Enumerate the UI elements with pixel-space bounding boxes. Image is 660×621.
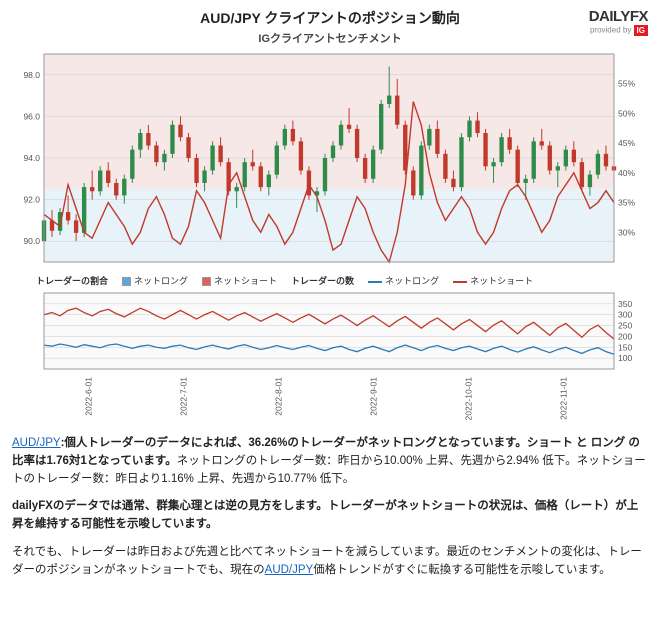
analysis-text: AUD/JPY:個人トレーダーのデータによれば、36.26%のトレーダーがネット… — [12, 435, 648, 580]
svg-text:30%: 30% — [618, 227, 635, 237]
svg-text:98.0: 98.0 — [23, 70, 40, 80]
svg-text:92.0: 92.0 — [23, 195, 40, 205]
main-chart: 90.0 92.0 94.0 96.0 98.0 30% 35% 40% 45% 50% 55% — [12, 50, 648, 270]
pair-link-2[interactable]: AUD/JPY — [265, 564, 314, 576]
logo-sub: provided by IG — [558, 25, 648, 36]
legend-short-line: ネットショート — [453, 274, 533, 287]
paragraph-2: dailyFXのデータでは通常、群集心理とは逆の見方をします。トレーダーがネット… — [12, 498, 648, 534]
trader-count-svg: 100150200250300350 2022-6-01 2022-7-01 2022… — [12, 291, 648, 421]
svg-text:45%: 45% — [618, 138, 635, 148]
svg-text:250: 250 — [618, 321, 632, 331]
paragraph-3: それでも、トレーダーは昨日および先週と比べてネットショートを減らしています。最近… — [12, 544, 648, 580]
svg-text:2022-8-01: 2022-8-01 — [274, 377, 284, 416]
chart-title: AUD/JPY クライアントのポジション動向 — [102, 8, 558, 28]
svg-text:150: 150 — [618, 342, 632, 352]
legend-long-line: ネットロング — [368, 274, 439, 287]
svg-text:40%: 40% — [618, 168, 635, 178]
svg-text:35%: 35% — [618, 198, 635, 208]
svg-text:90.0: 90.0 — [23, 236, 40, 246]
legend-count-label: トレーダーの数 — [291, 274, 354, 287]
svg-text:96.0: 96.0 — [23, 111, 40, 121]
sub-chart: 100150200250300350 2022-6-01 2022-7-01 2022… — [12, 291, 648, 421]
chart-subtitle: IGクライアントセンチメント — [102, 30, 558, 46]
svg-text:2022-9-01: 2022-9-01 — [369, 377, 379, 416]
svg-text:94.0: 94.0 — [23, 153, 40, 163]
header: AUD/JPY クライアントのポジション動向 IGクライアントセンチメント DA… — [12, 8, 648, 46]
pair-link-1[interactable]: AUD/JPY — [12, 437, 61, 449]
logo: DAILYFX provided by IG — [558, 8, 648, 36]
sub-chart-legend: トレーダーの割合 ネットロング ネットショート トレーダーの数 ネットロング ネ… — [36, 274, 648, 287]
svg-text:200: 200 — [618, 331, 632, 341]
logo-main: DAILYFX — [558, 8, 648, 25]
svg-text:55%: 55% — [618, 79, 635, 89]
svg-text:50%: 50% — [618, 108, 635, 118]
svg-text:300: 300 — [618, 310, 632, 320]
svg-text:2022-10-01: 2022-10-01 — [464, 377, 474, 421]
legend-short-box: ネットショート — [202, 274, 277, 287]
legend-ratio-label: トレーダーの割合 — [36, 274, 108, 287]
legend-long-box: ネットロング — [122, 274, 188, 287]
logo-brand: IG — [634, 25, 648, 36]
svg-text:2022-6-01: 2022-6-01 — [84, 377, 94, 416]
svg-text:2022-7-01: 2022-7-01 — [179, 377, 189, 416]
price-chart-svg: 90.0 92.0 94.0 96.0 98.0 30% 35% 40% 45% 50% 55% — [12, 50, 648, 270]
title-block: AUD/JPY クライアントのポジション動向 IGクライアントセンチメント — [102, 8, 558, 46]
paragraph-1: AUD/JPY:個人トレーダーのデータによれば、36.26%のトレーダーがネット… — [12, 435, 648, 488]
svg-text:100: 100 — [618, 353, 632, 363]
svg-text:2022-11-01: 2022-11-01 — [559, 377, 569, 420]
svg-text:350: 350 — [618, 299, 632, 309]
